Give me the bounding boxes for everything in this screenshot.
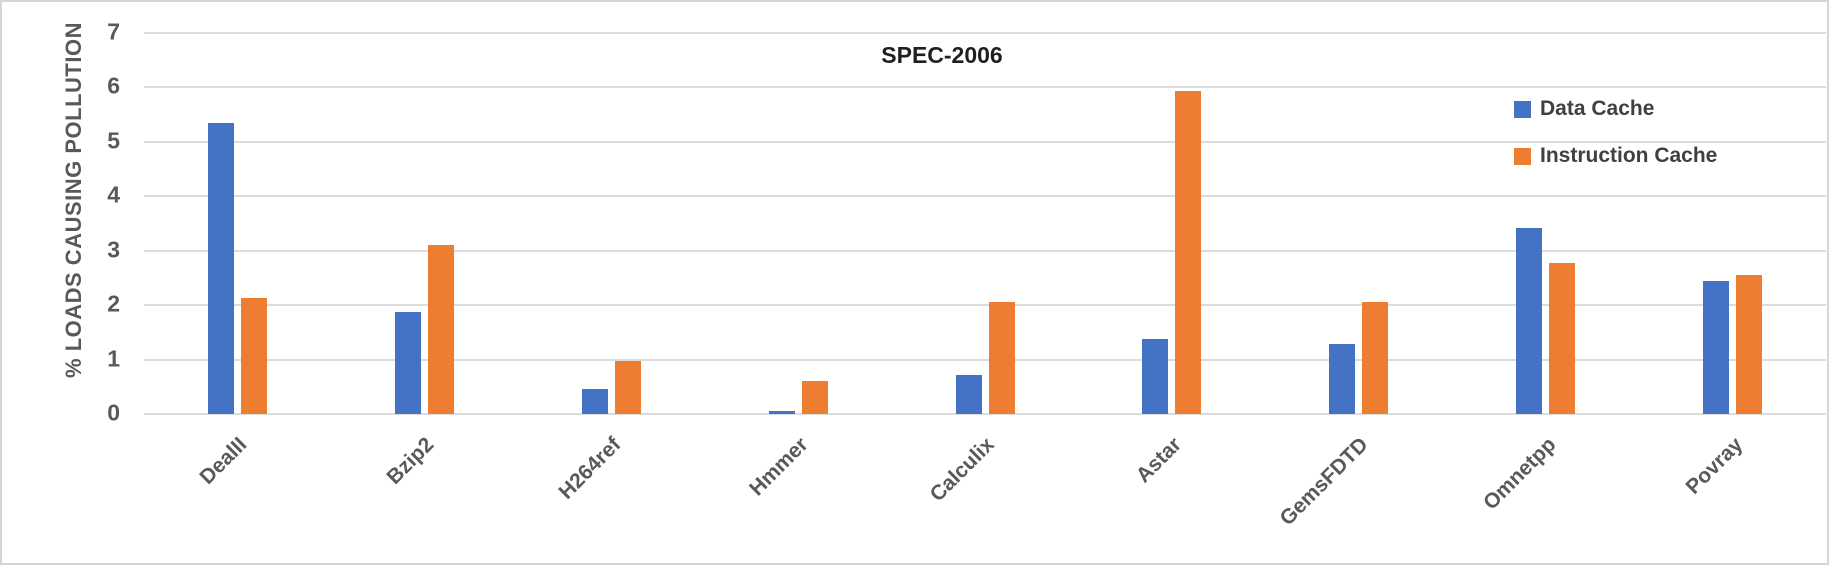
gridline xyxy=(144,195,1826,198)
bar-instruction-cache xyxy=(1736,275,1763,414)
bar-instruction-cache xyxy=(988,301,1015,414)
bar-data-cache xyxy=(1703,280,1730,414)
y-axis-tick-label: 6 xyxy=(107,72,120,99)
bar-instruction-cache xyxy=(614,361,641,414)
bar-data-cache xyxy=(581,389,608,414)
gridline xyxy=(144,86,1826,89)
x-category-label: GemsFDTD xyxy=(1275,433,1374,531)
gridline xyxy=(144,249,1826,252)
x-category-label: Hmmer xyxy=(744,433,813,501)
gridline xyxy=(144,31,1826,34)
bar-data-cache xyxy=(768,410,795,414)
bar-data-cache xyxy=(955,374,982,414)
y-axis-tick-label: 7 xyxy=(107,18,120,45)
bar-data-cache xyxy=(1516,227,1543,414)
x-category-label: H264ref xyxy=(554,433,626,504)
x-category-label: DealII xyxy=(195,433,252,489)
y-axis-title: % LOADS CAUSING POLLUTION xyxy=(61,22,86,378)
bar-instruction-cache xyxy=(1175,91,1202,414)
y-axis-tick-label: 3 xyxy=(107,236,120,263)
y-axis-tick-label: 4 xyxy=(107,181,120,208)
x-category-label: Astar xyxy=(1131,433,1187,488)
bar-instruction-cache xyxy=(240,298,267,414)
x-category-label: Bzip2 xyxy=(382,433,439,489)
bar-instruction-cache xyxy=(1549,262,1576,414)
bar-data-cache xyxy=(207,122,234,414)
bar-data-cache xyxy=(1329,344,1356,414)
y-axis-tick-label: 5 xyxy=(107,127,120,154)
bar-instruction-cache xyxy=(427,245,454,414)
bar-instruction-cache xyxy=(801,381,828,414)
y-axis-tick-label: 0 xyxy=(107,399,120,426)
legend: Data Cache Instruction Cache xyxy=(1514,97,1717,191)
gridline xyxy=(144,413,1826,415)
gridline xyxy=(144,358,1826,361)
legend-swatch-instruction-cache-icon xyxy=(1514,147,1531,165)
bar-data-cache xyxy=(1142,339,1169,414)
legend-swatch-data-cache-icon xyxy=(1514,100,1531,118)
x-category-label: Calculix xyxy=(926,433,1000,507)
y-axis-tick-label: 1 xyxy=(107,344,120,371)
gridline xyxy=(144,304,1826,307)
chart-title: SPEC-2006 xyxy=(881,42,1003,68)
legend-item-instruction-cache: Instruction Cache xyxy=(1514,144,1717,168)
x-category-label: Omnetpp xyxy=(1478,433,1560,515)
legend-label-instruction-cache: Instruction Cache xyxy=(1540,144,1718,167)
legend-item-data-cache: Data Cache xyxy=(1514,97,1717,121)
legend-label-data-cache: Data Cache xyxy=(1540,97,1655,120)
bar-instruction-cache xyxy=(1362,302,1389,414)
x-category-label: Povray xyxy=(1681,433,1747,499)
gridline xyxy=(144,140,1826,143)
bar-data-cache xyxy=(394,312,421,414)
y-axis-tick-label: 2 xyxy=(107,290,120,317)
